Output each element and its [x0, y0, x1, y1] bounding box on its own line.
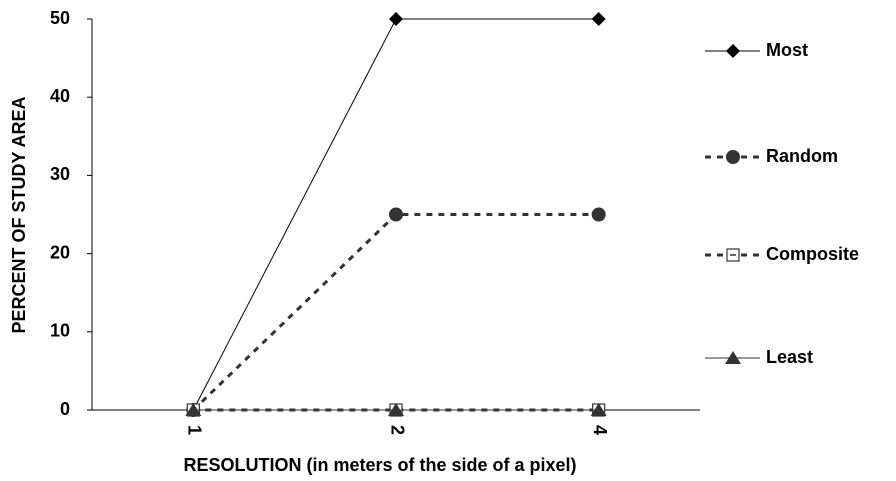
legend-label: Composite — [766, 244, 859, 264]
data-point — [388, 403, 404, 416]
x-tick-label: 1 — [185, 425, 205, 435]
legend-label: Most — [766, 40, 808, 60]
data-point — [590, 403, 607, 416]
y-tick-label: 40 — [50, 86, 70, 106]
x-axis-title: RESOLUTION (in meters of the side of a p… — [183, 455, 576, 475]
legend-marker — [725, 351, 741, 364]
y-tick-label: 10 — [50, 321, 70, 341]
y-tick-label: 0 — [60, 399, 70, 419]
data-point — [389, 207, 403, 222]
data-point — [591, 207, 606, 222]
data-point — [591, 12, 606, 26]
data-point — [185, 403, 202, 416]
series-line — [192, 213, 599, 412]
legend-label: Random — [766, 146, 838, 166]
y-axis-title: PERCENT OF STUDY AREA — [9, 96, 29, 333]
x-tick-label: 2 — [387, 425, 407, 435]
y-tick-label: 50 — [50, 8, 70, 28]
y-tick-label: 20 — [50, 242, 70, 262]
x-tick-label: 4 — [590, 425, 610, 435]
legend-marker — [726, 150, 740, 164]
data-point — [389, 12, 403, 26]
legend-label: Least — [766, 347, 813, 367]
y-tick-label: 30 — [50, 164, 70, 184]
legend-marker — [726, 44, 740, 58]
